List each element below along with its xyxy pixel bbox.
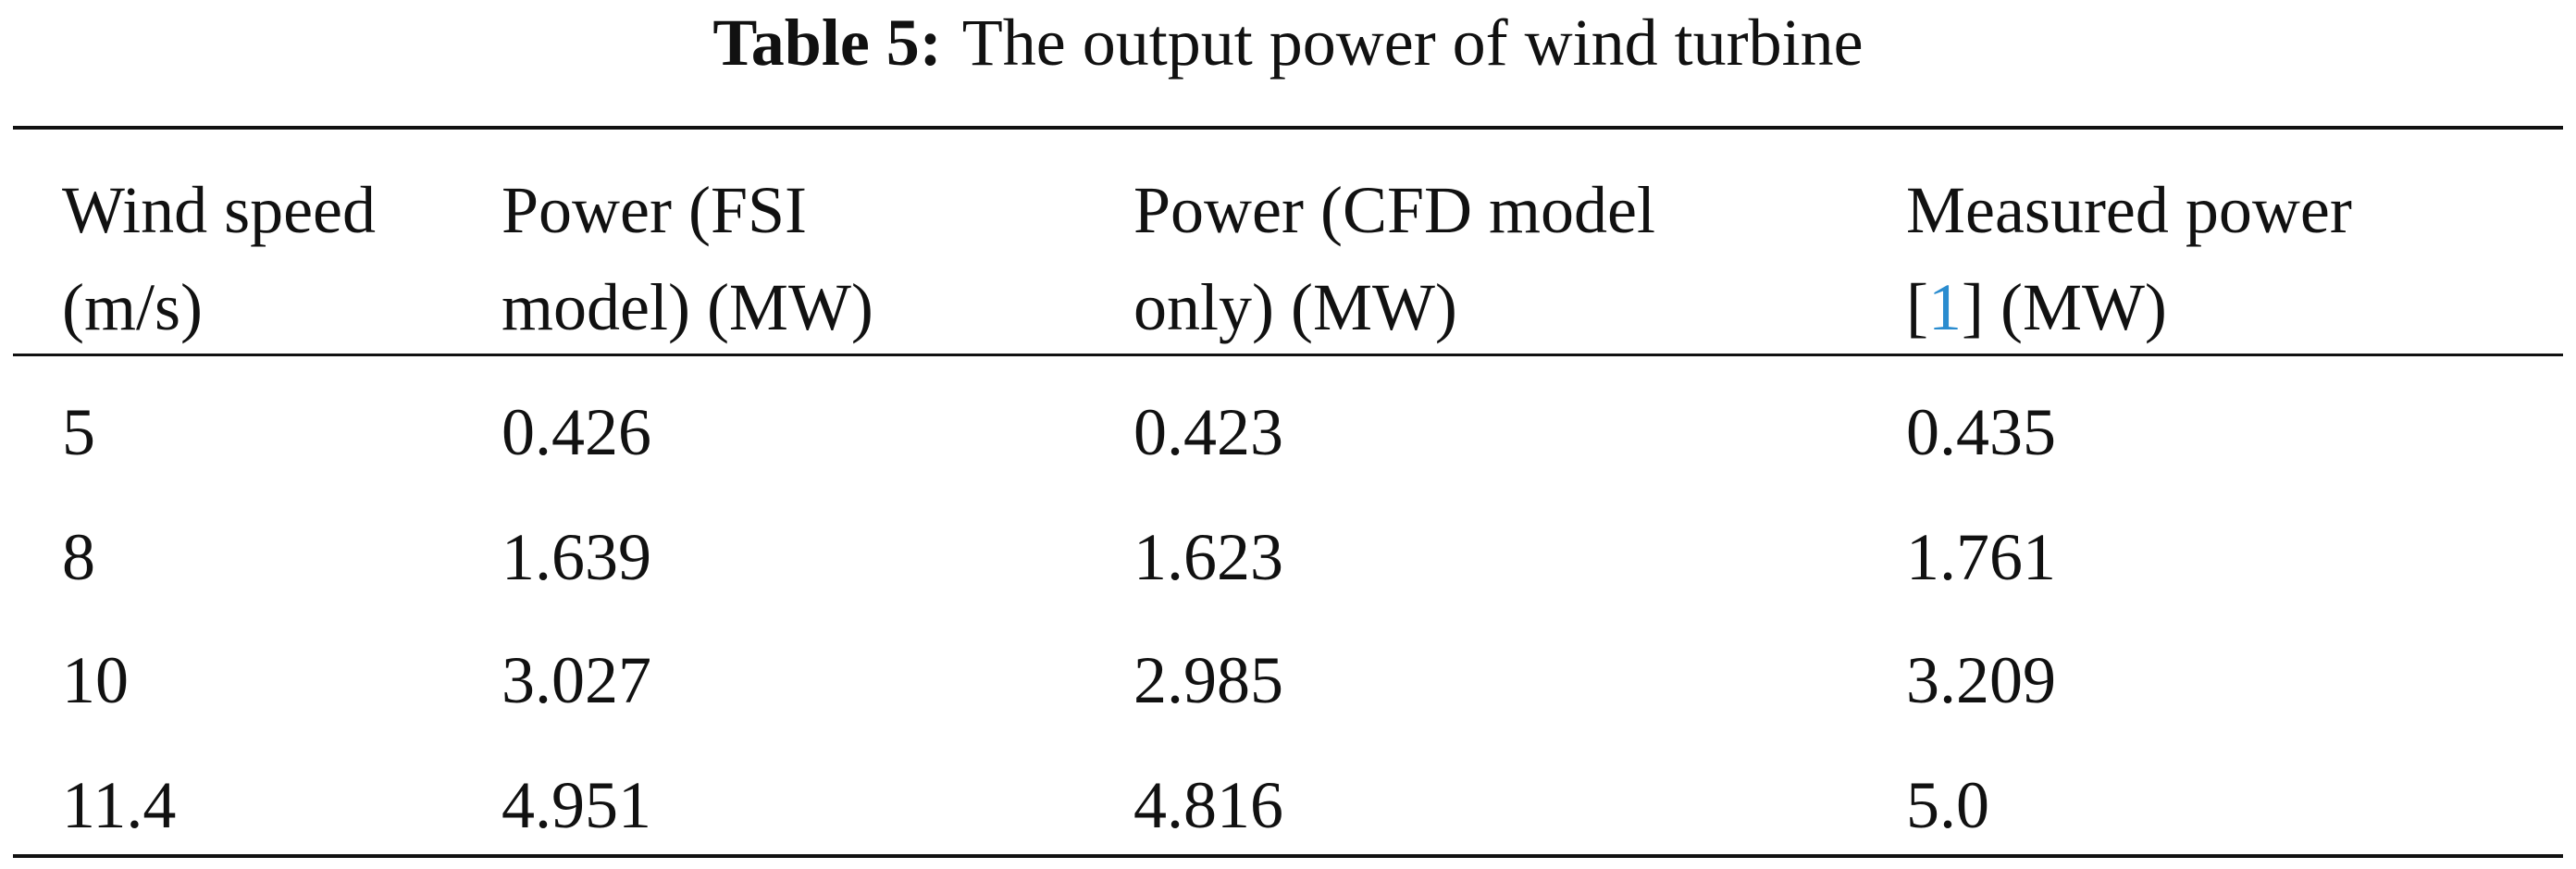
bracket: ] bbox=[1961, 270, 1984, 344]
cell: 0.435 bbox=[1906, 395, 2056, 469]
cell: 3.209 bbox=[1906, 643, 2056, 717]
unit: (MW) bbox=[2000, 270, 2167, 344]
header: (m/s) bbox=[62, 270, 203, 344]
caption-label: Table 5: bbox=[712, 6, 942, 80]
citation-link[interactable]: 1 bbox=[1927, 270, 1962, 344]
cell: 3.027 bbox=[502, 643, 651, 717]
header: Wind speed bbox=[62, 173, 377, 247]
bottom-rule bbox=[13, 854, 2563, 858]
bracket: [ bbox=[1906, 270, 1928, 344]
header: Power (CFD model bbox=[1133, 173, 1655, 247]
top-rule bbox=[13, 126, 2563, 130]
caption: Table 5: The output power of wind turbine bbox=[0, 6, 2576, 80]
cell: 1.639 bbox=[502, 520, 651, 594]
cell: 2.985 bbox=[1133, 643, 1283, 717]
mid-rule bbox=[13, 354, 2563, 356]
cell: 1.761 bbox=[1906, 520, 2056, 594]
header: Measured power bbox=[1906, 173, 2352, 247]
cell: 11.4 bbox=[62, 768, 177, 842]
header: Power (FSI bbox=[502, 173, 808, 247]
caption-text: The output power of wind turbine bbox=[961, 6, 1864, 80]
cell: 8 bbox=[62, 520, 95, 594]
header: model) (MW) bbox=[502, 270, 873, 344]
cell: 4.816 bbox=[1133, 768, 1283, 842]
cell: 0.426 bbox=[502, 395, 651, 469]
cell: 4.951 bbox=[502, 768, 651, 842]
cell: 10 bbox=[62, 643, 129, 717]
cell: 5 bbox=[62, 395, 95, 469]
header: [1] (MW) bbox=[1906, 270, 2167, 344]
cell: 0.423 bbox=[1133, 395, 1283, 469]
header: only) (MW) bbox=[1133, 270, 1457, 344]
cell: 5.0 bbox=[1906, 768, 1989, 842]
cell: 1.623 bbox=[1133, 520, 1283, 594]
